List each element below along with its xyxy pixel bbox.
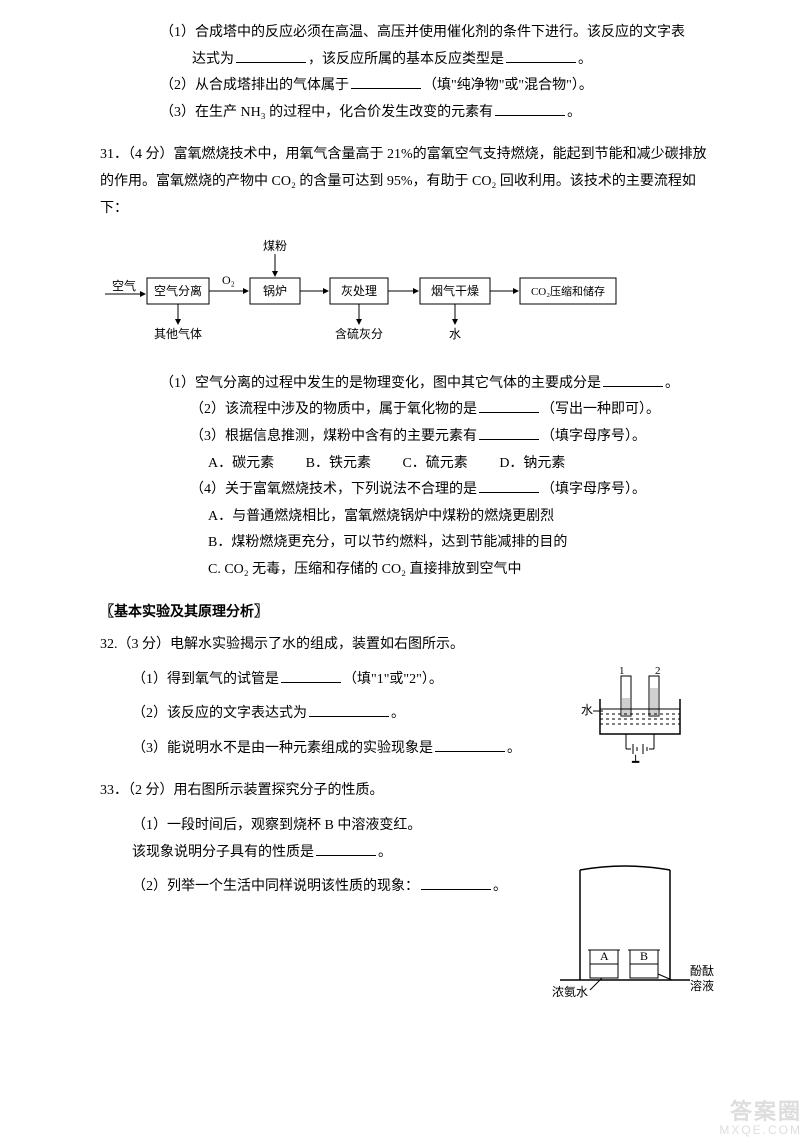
q31-4-text-a: （4）关于富氧燃烧技术，下列说法不合理的是 <box>190 482 477 497</box>
flow-coal: 煤粉 <box>263 239 287 253</box>
q30-1-line1: （1）合成塔中的反应必须在高温、高压并使用催化剂的条件下进行。该反应的文字表 <box>100 20 715 47</box>
q30-3: （3）在生产 NH₃ 的过程中，化合价发生改变的元素有 。 <box>100 100 715 127</box>
q31-2-text-a: （2）该流程中涉及的物质中，属于氧化物的是 <box>190 402 477 417</box>
right-label-1: 酚酞 <box>690 963 714 978</box>
blank <box>421 876 491 890</box>
tube1-label: 1 <box>619 665 625 677</box>
q32-2-text-b: 。 <box>391 706 405 721</box>
q31-1-text-b: 。 <box>665 376 679 391</box>
blank <box>506 49 576 63</box>
blank <box>236 49 306 63</box>
flow-ash: 含硫灰分 <box>335 326 383 341</box>
svg-text:┷: ┷ <box>631 754 640 769</box>
blank <box>495 102 565 116</box>
q32-1-text-a: （1）得到氧气的试管是 <box>132 672 279 687</box>
flow-box2: 锅炉 <box>263 283 287 298</box>
opt-b: B．铁元素 <box>306 456 371 471</box>
opt-c: C．硫元素 <box>402 456 467 471</box>
q30-2-text-a: （2）从合成塔排出的气体属于 <box>160 78 349 93</box>
q33-1c-text: 。 <box>378 845 392 860</box>
q31-block: 31．（4 分）富氧燃烧技术中，用氧气含量高于 21%的富氧空气支持燃烧，能起到… <box>100 142 715 583</box>
q31-4-text-b: （填字母序号）。 <box>541 482 646 497</box>
flow-other: 其他气体 <box>154 326 202 341</box>
q31-4-oc: C. CO₂ 无毒，压缩和存储的 CO₂ 直接排放到空气中 <box>100 557 715 584</box>
q31-1: （1）空气分离的过程中发生的是物理变化，图中其它气体的主要成分是 。 <box>100 371 715 398</box>
q32-1-text-b: （填"1"或"2"）。 <box>343 672 443 687</box>
flow-box4: 烟气干燥 <box>431 283 479 298</box>
q31-3-text-b: （填字母序号）。 <box>541 429 646 444</box>
q33-1b-text: 该现象说明分子具有的性质是 <box>132 845 314 860</box>
electrolysis-diagram: 1 2 水 ┷ <box>575 664 705 774</box>
q30-2: （2）从合成塔排出的气体属于 （填"纯净物"或"混合物"）。 <box>100 73 715 100</box>
blank <box>479 426 539 440</box>
q31-3: （3）根据信息推测，煤粉中含有的主要元素有 （填字母序号）。 <box>100 424 715 451</box>
q31-lead: 31．（4 分）富氧燃烧技术中，用氧气含量高于 21%的富氧空气支持燃烧，能起到… <box>100 142 715 222</box>
q30-1-text-c: ，该反应所属的基本反应类型是 <box>308 52 504 67</box>
watermark-line2: MXQE.COM <box>719 1124 802 1137</box>
q30-3-text-b: 。 <box>567 105 581 120</box>
q30-block: （1）合成塔中的反应必须在高温、高压并使用催化剂的条件下进行。该反应的文字表 达… <box>100 20 715 126</box>
q30-1-text-b: 达式为 <box>192 52 234 67</box>
water-label: 水 <box>581 703 593 717</box>
flow-o2: O₂ <box>222 273 235 287</box>
q32-3-text-b: 。 <box>507 741 521 756</box>
beaker-a-label: A <box>600 949 609 963</box>
q32-3-text-a: （3）能说明水不是由一种元素组成的实验现象是 <box>132 741 433 756</box>
q31-1-text-a: （1）空气分离的过程中发生的是物理变化，图中其它气体的主要成分是 <box>160 376 601 391</box>
blank <box>316 842 376 856</box>
left-label: 浓氨水 <box>552 985 588 999</box>
section-heading: 〖基本实验及其原理分析〗 <box>100 600 715 627</box>
q31-4: （4）关于富氧燃烧技术，下列说法不合理的是 （填字母序号）。 <box>100 477 715 504</box>
flow-box3: 灰处理 <box>341 284 377 298</box>
q30-1-text-d: 。 <box>578 52 592 67</box>
flow-water: 水 <box>449 327 461 341</box>
blank <box>309 703 389 717</box>
flow-box5: CO₂压缩和储存 <box>531 284 605 298</box>
opt-a: A．碳元素 <box>208 456 274 471</box>
opt-d: D．钠元素 <box>499 456 565 471</box>
flow-box1: 空气分离 <box>154 283 202 298</box>
q33-2-text-a: （2）列举一个生活中同样说明该性质的现象： <box>132 879 419 894</box>
q33-lead: 33．（2 分）用右图所示装置探究分子的性质。 <box>100 778 715 805</box>
q30-1-line2: 达式为 ，该反应所属的基本反应类型是 。 <box>100 47 715 74</box>
tube2-label: 2 <box>655 665 661 677</box>
q31-2: （2）该流程中涉及的物质中，属于氧化物的是 （写出一种即可）。 <box>100 397 715 424</box>
molecule-diagram: A B 浓氨水 酚酞 溶液 <box>550 860 720 1010</box>
q32-lead: 32.（3 分）电解水实验揭示了水的组成，装置如右图所示。 <box>100 632 715 659</box>
blank <box>479 479 539 493</box>
q31-2-text-b: （写出一种即可）。 <box>541 402 660 417</box>
flow-air: 空气 <box>112 278 136 293</box>
q31-4-ob: B．煤粉燃烧更充分，可以节约燃料，达到节能减排的目的 <box>100 530 715 557</box>
beaker-b-label: B <box>640 949 648 963</box>
right-label-2: 溶液 <box>690 978 714 993</box>
blank <box>603 373 663 387</box>
blank <box>281 669 341 683</box>
q30-3-text-a: （3）在生产 NH₃ 的过程中，化合价发生改变的元素有 <box>160 105 493 120</box>
q31-4-oa: A．与普通燃烧相比，富氧燃烧锅炉中煤粉的燃烧更剧烈 <box>100 504 715 531</box>
q30-2-text-b: （填"纯净物"或"混合物"）。 <box>423 78 593 93</box>
q31-3-options: A．碳元素 B．铁元素 C．硫元素 D．钠元素 <box>100 451 715 478</box>
q32-2-text-a: （2）该反应的文字表达式为 <box>132 706 307 721</box>
watermark: 答案圈 MXQE.COM <box>719 1100 802 1137</box>
q31-3-text-a: （3）根据信息推测，煤粉中含有的主要元素有 <box>190 429 477 444</box>
q33-1a: （1）一段时间后，观察到烧杯 B 中溶液变红。 <box>100 813 715 840</box>
blank <box>435 738 505 752</box>
watermark-line1: 答案圈 <box>719 1100 802 1124</box>
blank <box>351 75 421 89</box>
blank <box>479 399 539 413</box>
q33-2-text-b: 。 <box>493 879 507 894</box>
flow-diagram: 空气 空气分离 其他气体 O₂ 煤粉 锅炉 灰处理 含硫灰分 烟气干燥 水 CO… <box>100 236 620 346</box>
